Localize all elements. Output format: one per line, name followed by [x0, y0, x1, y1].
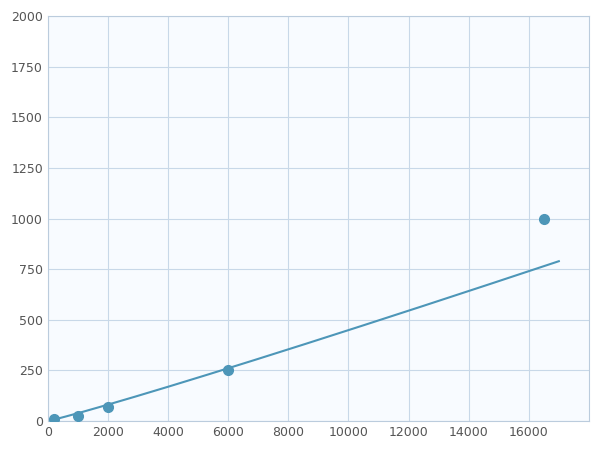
Point [223, 367, 233, 374]
Point [103, 403, 113, 410]
Point [539, 215, 548, 222]
Point [73, 412, 83, 419]
Point [49, 415, 59, 423]
